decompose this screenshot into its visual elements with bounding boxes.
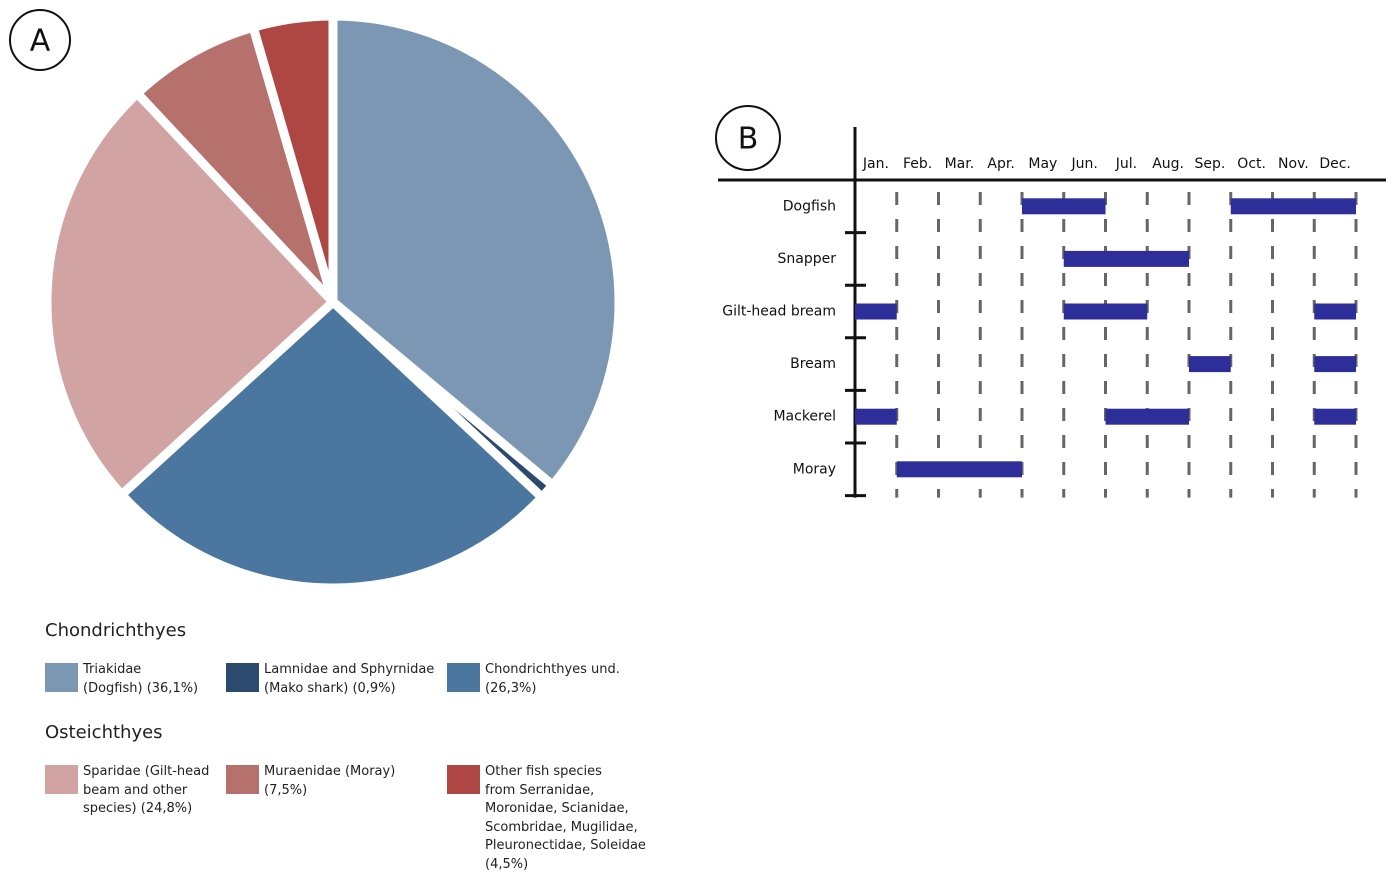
gantt-bar: [1105, 408, 1189, 425]
legend-label: Chondrichthyes und. (26,3%): [485, 662, 620, 696]
gantt-bar: [855, 408, 897, 425]
x-tick-label: Jan.: [862, 156, 889, 172]
legend-group-title: Osteichthyes: [45, 722, 163, 743]
gantt-bar: [1063, 303, 1148, 320]
legend-swatch: [45, 663, 78, 692]
row-label: Dogfish: [783, 198, 836, 214]
pie-slice: [42, 88, 338, 500]
row-label: Gilt-head bream: [722, 304, 836, 320]
gantt-bar: [1189, 356, 1231, 373]
pie-slice: [117, 297, 547, 593]
row-label: Snapper: [778, 251, 837, 267]
gantt-bar: [1314, 356, 1356, 373]
panel-label: B: [738, 122, 759, 157]
gantt-bar: [1230, 198, 1356, 215]
row-label: Moray: [793, 461, 836, 477]
legend-swatch: [226, 663, 259, 692]
gantt-bar: [1314, 408, 1356, 425]
x-tick-label: Jun.: [1070, 156, 1097, 172]
legend-label: Lamnidae and Sphyrnidae (Mako shark) (0,…: [264, 662, 435, 696]
legend-swatch: [447, 765, 480, 794]
x-tick-label: Dec.: [1319, 156, 1351, 172]
gantt-bar: [855, 303, 897, 320]
legend-swatch: [226, 765, 259, 794]
legend-label: Muraenidae (Moray) (7,5%): [264, 764, 396, 798]
x-tick-label: May: [1028, 156, 1057, 172]
x-tick-label: Aug.: [1152, 156, 1184, 172]
pie-slice: [248, 11, 338, 307]
panel-label: A: [30, 24, 51, 59]
x-tick-label: Jul.: [1115, 156, 1137, 172]
legend-swatch: [45, 765, 78, 794]
gantt-bar: [1022, 198, 1106, 215]
gantt-bar: [1314, 303, 1356, 320]
pie-slice: [328, 11, 624, 490]
gantt-bar: [1063, 250, 1189, 267]
legend-label: Triakidae (Dogfish) (36,1%): [83, 662, 199, 696]
x-tick-label: Feb.: [903, 156, 932, 172]
row-label: Mackerel: [773, 409, 836, 425]
row-label: Bream: [790, 356, 836, 372]
pie-slice: [132, 22, 338, 307]
legend-group-title: Chondrichthyes: [45, 620, 187, 641]
legend-label: Sparidae (Gilt-head beam and other speci…: [83, 764, 210, 816]
x-tick-label: Sep.: [1194, 156, 1225, 172]
panel-badge: [715, 105, 781, 171]
panel-badge: [9, 9, 71, 71]
x-tick-label: Mar.: [945, 156, 975, 172]
legend-label: Other fish species from Serranidae, Moro…: [485, 764, 646, 872]
x-tick-label: Oct.: [1237, 156, 1266, 172]
x-tick-label: Nov.: [1278, 156, 1309, 172]
legend-swatch: [447, 663, 480, 692]
gantt-bar: [896, 461, 1022, 478]
x-tick-label: Apr.: [987, 156, 1014, 172]
